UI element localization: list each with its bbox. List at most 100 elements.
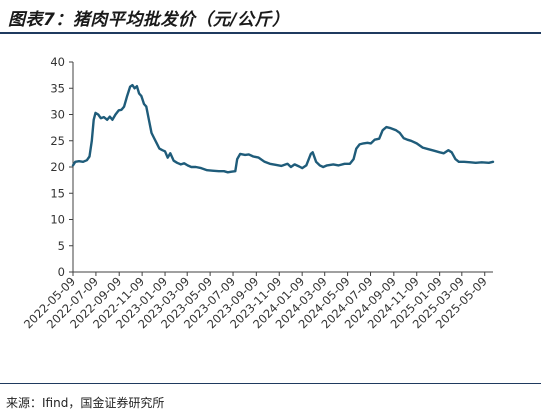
data-point (355, 148, 357, 150)
y-tick-label: 0 (58, 265, 65, 279)
data-point (312, 151, 314, 153)
data-point (280, 165, 283, 167)
data-point (114, 113, 117, 116)
data-point (349, 163, 351, 165)
data-point (145, 106, 147, 108)
data-point (118, 109, 120, 111)
data-point (492, 161, 494, 163)
data-point (399, 132, 401, 134)
data-point (187, 164, 189, 166)
data-point (275, 164, 277, 166)
series-group (71, 83, 495, 174)
data-point (150, 132, 153, 134)
y-tick-label: 30 (50, 108, 65, 122)
data-point (447, 149, 449, 151)
data-point (315, 161, 317, 163)
data-point (161, 149, 163, 151)
y-tick-label: 10 (50, 213, 65, 227)
data-point (319, 164, 321, 166)
data-point (366, 142, 369, 144)
chart-title: 图表7：猪肉平均批发价（元/公斤） (8, 10, 290, 30)
data-point (143, 103, 145, 105)
data-point (286, 163, 289, 165)
data-point (422, 147, 424, 149)
data-point (475, 162, 477, 164)
data-point (131, 84, 133, 86)
data-point (140, 95, 142, 97)
data-point (416, 142, 418, 144)
data-point (301, 167, 303, 169)
data-point (134, 87, 136, 89)
data-point (230, 171, 233, 173)
data-point (370, 142, 372, 144)
chart-axes (72, 62, 493, 273)
data-point (218, 170, 220, 172)
y-tick-label: 35 (50, 81, 65, 95)
data-point (469, 161, 472, 163)
data-point (488, 162, 490, 164)
data-point (294, 163, 296, 165)
data-point (129, 86, 131, 88)
data-point (206, 169, 208, 171)
data-point (322, 166, 324, 168)
data-point (136, 85, 138, 87)
data-point (123, 106, 125, 108)
y-tick-label: 40 (50, 55, 65, 69)
data-point (126, 95, 128, 97)
data-point (97, 113, 99, 116)
data-point (82, 161, 84, 163)
data-point (156, 142, 158, 144)
data-point (481, 161, 483, 163)
data-point (290, 166, 292, 168)
data-point (211, 170, 213, 172)
data-point (298, 165, 300, 168)
data-point (244, 154, 246, 156)
data-point (344, 163, 346, 165)
data-point (406, 139, 408, 141)
y-tick-label: 25 (50, 134, 65, 148)
data-point (463, 161, 465, 163)
data-point (173, 160, 175, 162)
data-point (252, 155, 254, 158)
data-point (176, 162, 178, 164)
data-point (180, 163, 182, 165)
data-point (305, 164, 307, 166)
data-point (378, 138, 380, 140)
data-point (72, 164, 74, 166)
data-point (158, 148, 160, 150)
data-point (427, 148, 429, 150)
data-point (94, 112, 97, 114)
data-point (362, 142, 364, 144)
data-point (395, 129, 397, 131)
data-point (223, 170, 225, 172)
data-point (106, 119, 108, 121)
data-point (374, 139, 376, 141)
data-point (74, 161, 76, 163)
data-point (382, 129, 384, 131)
data-point (454, 158, 456, 160)
data-point (236, 158, 238, 160)
data-point (78, 160, 80, 162)
data-point (91, 140, 93, 142)
data-point (458, 161, 460, 163)
data-point (443, 152, 445, 154)
data-point (433, 150, 435, 152)
data-point (410, 140, 412, 142)
bottom-rule (0, 383, 541, 384)
data-point (234, 170, 236, 172)
data-point (148, 119, 150, 121)
y-tick-label: 15 (50, 186, 65, 200)
data-point (338, 164, 340, 166)
data-point (390, 127, 392, 129)
data-point (451, 151, 453, 153)
data-point (153, 137, 155, 139)
data-point (239, 153, 241, 155)
source-note: 来源：Ifind，国金证券研究所 (6, 396, 165, 410)
data-point (120, 109, 123, 111)
data-point (264, 161, 266, 163)
data-point (403, 137, 405, 139)
data-point (195, 166, 197, 168)
data-point (439, 151, 441, 153)
data-point (164, 150, 166, 152)
data-point (86, 159, 88, 161)
